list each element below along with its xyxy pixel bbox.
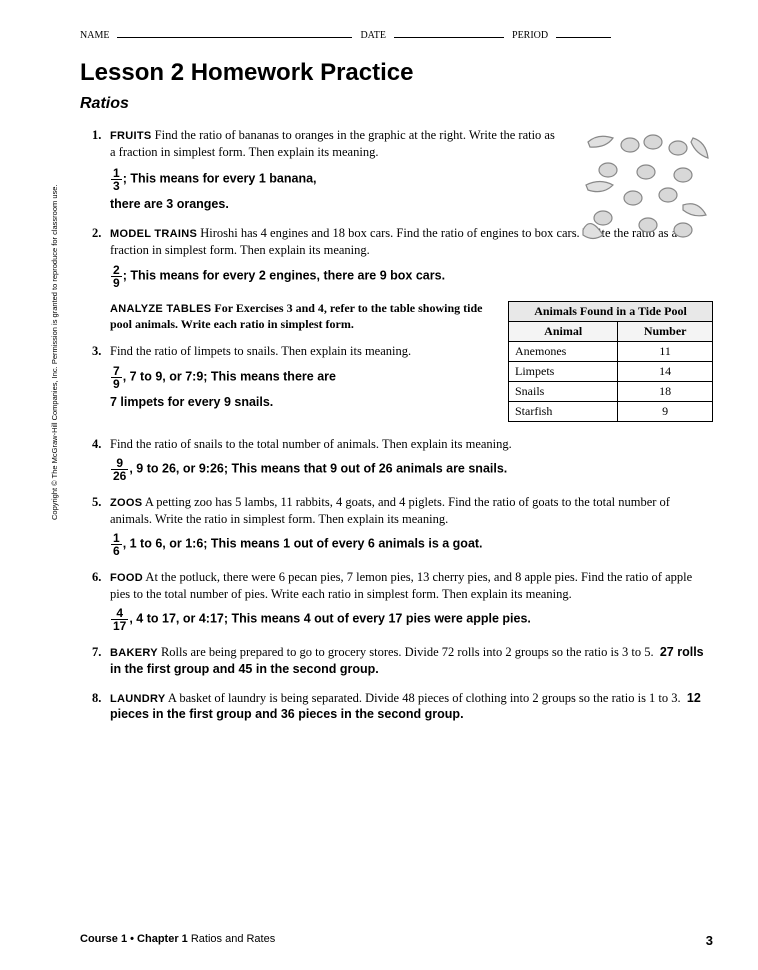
table-cell: Limpets — [509, 362, 618, 382]
problem-num: 1. — [92, 127, 101, 144]
period-blank — [556, 37, 611, 38]
answer-text: , 7 to 9, or 7:9; This means there are — [123, 370, 336, 384]
problem-text: A petting zoo has 5 lambs, 11 rabbits, 4… — [110, 495, 670, 526]
problem-text: Find the ratio of bananas to oranges in … — [110, 128, 555, 159]
table-cell: 14 — [618, 362, 713, 382]
table-cell: 11 — [618, 342, 713, 362]
table-title: Animals Found in a Tide Pool — [509, 302, 713, 322]
answer-text: 7 limpets for every 9 snails. — [110, 394, 490, 411]
period-label: PERIOD — [512, 30, 548, 41]
page-footer: Course 1 • Chapter 1 Ratios and Rates 3 — [80, 933, 713, 948]
page-title: Lesson 2 Homework Practice — [80, 59, 713, 87]
problem-topic: BAKERY — [110, 647, 158, 659]
problem-num: 6. — [92, 569, 101, 586]
problem-3: 3. Find the ratio of limpets to snails. … — [110, 343, 490, 412]
problem-text: At the potluck, there were 6 pecan pies,… — [110, 570, 692, 601]
table-header: Number — [618, 322, 713, 342]
page-subtitle: Ratios — [80, 95, 713, 113]
problem-text: Rolls are being prepared to go to grocer… — [161, 645, 654, 659]
copyright-text: Copyright © The McGraw-Hill Companies, I… — [50, 184, 59, 520]
table-header: Animal — [509, 322, 618, 342]
fraction: 417 — [111, 607, 128, 632]
footer-course: Course 1 • Chapter 1 Ratios and Rates — [80, 933, 275, 948]
answer-text: ; This means for every 2 engines, there … — [123, 269, 445, 283]
answer-text: , 1 to 6, or 1:6; This means 1 out of ev… — [123, 536, 483, 550]
table-cell: Starfish — [509, 402, 618, 422]
analyze-instructions: ANALYZE TABLES For Exercises 3 and 4, re… — [110, 301, 490, 332]
table-cell: Anemones — [509, 342, 618, 362]
tide-pool-table: Animals Found in a Tide Pool AnimalNumbe… — [508, 301, 713, 422]
problem-5: 5. ZOOS A petting zoo has 5 lambs, 11 ra… — [110, 494, 713, 557]
problem-4: 4. Find the ratio of snails to the total… — [110, 436, 713, 482]
fraction: 29 — [111, 264, 122, 289]
fraction: 926 — [111, 457, 128, 482]
answer-text: , 9 to 26, or 9:26; This means that 9 ou… — [129, 462, 507, 476]
answer-text: ; This means for every 1 banana, — [123, 171, 317, 185]
problem-num: 3. — [92, 343, 101, 360]
problem-text: A basket of laundry is being separated. … — [168, 691, 681, 705]
answer-text: there are 3 oranges. — [110, 196, 563, 213]
table-cell: 18 — [618, 382, 713, 402]
problem-text: Find the ratio of snails to the total nu… — [110, 437, 512, 451]
name-label: NAME — [80, 30, 109, 41]
table-cell: Snails — [509, 382, 618, 402]
analyze-label: ANALYZE TABLES — [110, 303, 211, 315]
problem-num: 4. — [92, 436, 101, 453]
problem-7: 7. BAKERY Rolls are being prepared to go… — [110, 644, 713, 678]
fraction: 16 — [111, 532, 122, 557]
table-cell: 9 — [618, 402, 713, 422]
date-blank — [394, 37, 504, 38]
problem-6: 6. FOOD At the potluck, there were 6 pec… — [110, 569, 713, 632]
name-blank — [117, 37, 352, 38]
problem-text: Find the ratio of limpets to snails. The… — [110, 344, 411, 358]
problem-num: 8. — [92, 690, 101, 707]
answer-text: , 4 to 17, or 4:17; This means 4 out of … — [129, 611, 531, 625]
header-row: NAME DATE PERIOD — [80, 30, 713, 41]
problem-topic: LAUNDRY — [110, 693, 165, 705]
problem-topic: MODEL TRAINS — [110, 228, 197, 240]
problem-num: 7. — [92, 644, 101, 661]
fraction: 79 — [111, 365, 122, 390]
fruit-graphic — [578, 130, 713, 250]
problem-num: 5. — [92, 494, 101, 511]
footer-page: 3 — [706, 933, 713, 948]
problem-num: 2. — [92, 225, 101, 242]
table-section: ANALYZE TABLES For Exercises 3 and 4, re… — [110, 301, 713, 422]
problem-8: 8. LAUNDRY A basket of laundry is being … — [110, 690, 713, 724]
problem-topic: ZOOS — [110, 497, 142, 509]
problem-topic: FOOD — [110, 572, 143, 584]
problem-topic: FRUITS — [110, 130, 152, 142]
date-label: DATE — [360, 30, 386, 41]
fraction: 13 — [111, 167, 122, 192]
